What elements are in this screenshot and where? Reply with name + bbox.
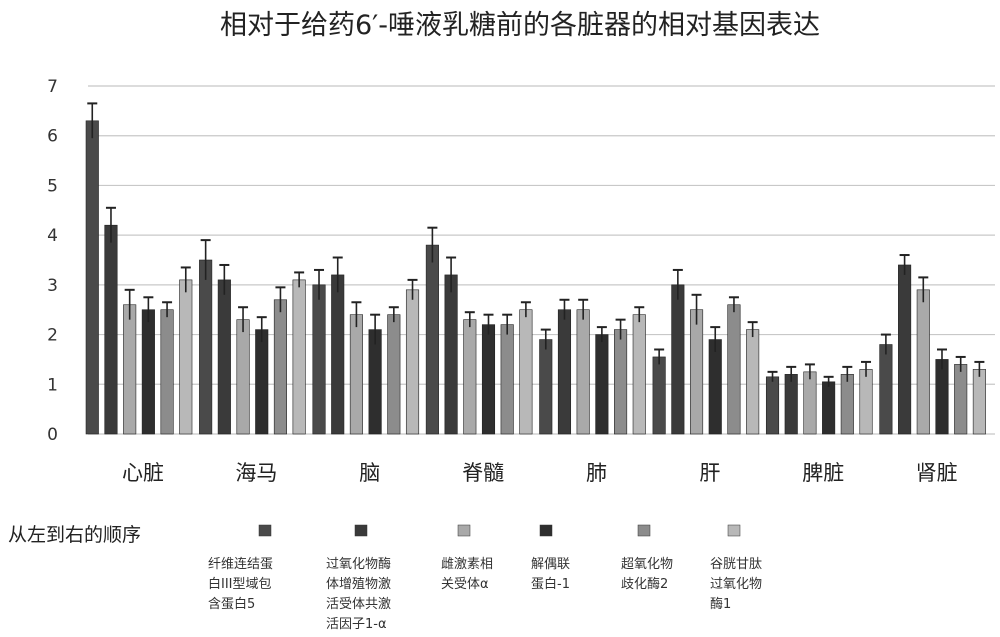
y-axis: 0 1 2 3 4 5 6 7 xyxy=(47,77,58,445)
bar xyxy=(614,330,627,434)
bar xyxy=(917,290,930,434)
bar xyxy=(142,310,155,434)
bar xyxy=(785,374,798,434)
bar xyxy=(161,310,174,434)
y-tick-label: 3 xyxy=(47,276,58,296)
legend: 纤维连结蛋白III型域包含蛋白5 过氧化物酶体增殖物激活受体共激活因子1-α 雌激素… xyxy=(208,525,762,632)
bar xyxy=(105,225,118,434)
chart-title: 相对于给药6′-唾液乳糖前的各脏器的相对基因表达 xyxy=(220,10,820,41)
bar xyxy=(672,285,685,434)
legend-entry-text: 过氧化物 xyxy=(710,577,762,592)
x-tick-label: 肺 xyxy=(586,461,607,485)
bar xyxy=(482,325,495,434)
legend-entry-text: 酶1 xyxy=(710,596,731,612)
x-tick-label: 脑 xyxy=(359,461,380,485)
bar xyxy=(709,340,722,434)
y-tick-label: 6 xyxy=(47,127,58,147)
bar xyxy=(388,315,401,434)
bar xyxy=(690,310,703,434)
legend-entry-text: 谷胱甘肽 xyxy=(710,557,762,572)
bar xyxy=(406,290,419,434)
legend-entry-text: 活因子1-α xyxy=(326,617,387,632)
x-tick-label: 心脏 xyxy=(122,461,164,485)
legend-entry-text: 雌激素相 xyxy=(441,556,493,572)
bar xyxy=(464,320,477,434)
legend-swatch xyxy=(458,525,470,536)
bar xyxy=(293,280,306,434)
y-tick-label: 7 xyxy=(47,77,58,97)
legend-entry-text: 过氧化物酶 xyxy=(326,556,391,572)
legend-entry-text: 蛋白-1 xyxy=(531,576,570,592)
legend-entry-text: 体增殖物激 xyxy=(326,576,391,592)
legend-swatch xyxy=(728,525,740,536)
bar xyxy=(123,305,136,434)
bar xyxy=(199,260,212,434)
x-tick-label: 肾脏 xyxy=(916,461,958,485)
y-tick-label: 5 xyxy=(47,176,58,196)
x-tick-label: 海马 xyxy=(235,461,277,485)
bar xyxy=(653,357,666,434)
bar xyxy=(369,330,382,434)
legend-entry-text: 关受体α xyxy=(441,577,489,592)
bar xyxy=(180,280,193,434)
bar xyxy=(633,315,646,434)
y-tick-label: 1 xyxy=(47,375,58,395)
legend-entry-text: 白III型域包 xyxy=(208,576,272,592)
bar xyxy=(501,325,513,434)
legend-entry-text: 歧化酶2 xyxy=(621,576,668,592)
bar xyxy=(350,315,363,434)
legend-swatch xyxy=(540,525,552,536)
bar xyxy=(237,320,250,434)
bar xyxy=(577,310,590,434)
bar xyxy=(331,275,344,434)
bar xyxy=(841,374,854,434)
y-tick-label: 2 xyxy=(47,326,58,346)
bar xyxy=(558,310,571,434)
bar xyxy=(954,364,967,434)
x-tick-label: 肝 xyxy=(699,461,720,485)
bar xyxy=(804,372,817,434)
bar xyxy=(766,377,779,434)
legend-entry-text: 含蛋白5 xyxy=(208,596,255,612)
bar xyxy=(596,335,609,434)
legend-swatch xyxy=(259,525,271,536)
bar xyxy=(860,369,873,434)
bar xyxy=(746,330,759,434)
bar xyxy=(520,310,533,434)
bar xyxy=(822,382,835,434)
bar xyxy=(218,280,231,434)
bar xyxy=(880,345,893,434)
bar xyxy=(728,305,741,434)
legend-entry-text: 纤维连结蛋 xyxy=(208,556,273,572)
bar xyxy=(274,300,287,434)
bar xyxy=(255,330,268,434)
bar xyxy=(973,369,986,434)
bar xyxy=(313,285,326,434)
bar xyxy=(426,245,439,434)
y-tick-label: 0 xyxy=(47,425,58,445)
legend-swatch xyxy=(638,525,650,536)
bar xyxy=(898,265,911,434)
bar xyxy=(86,121,99,434)
legend-entry-text: 活受体共激 xyxy=(326,597,391,612)
y-tick-label: 4 xyxy=(47,226,58,246)
legend-entry-text: 解偶联 xyxy=(531,557,570,572)
bar xyxy=(445,275,458,434)
x-tick-label: 脾脏 xyxy=(802,461,844,485)
legend-swatch xyxy=(355,525,367,536)
x-tick-label: 脊髓 xyxy=(462,461,504,485)
legend-entry-text: 超氧化物 xyxy=(621,557,673,572)
bar xyxy=(936,359,949,434)
x-axis: 心脏 海马 脑 脊髓 肺 肝 脾脏 肾脏 xyxy=(122,461,958,485)
bar xyxy=(540,340,553,434)
legend-order-label: 从左到右的顺序 xyxy=(8,524,141,546)
